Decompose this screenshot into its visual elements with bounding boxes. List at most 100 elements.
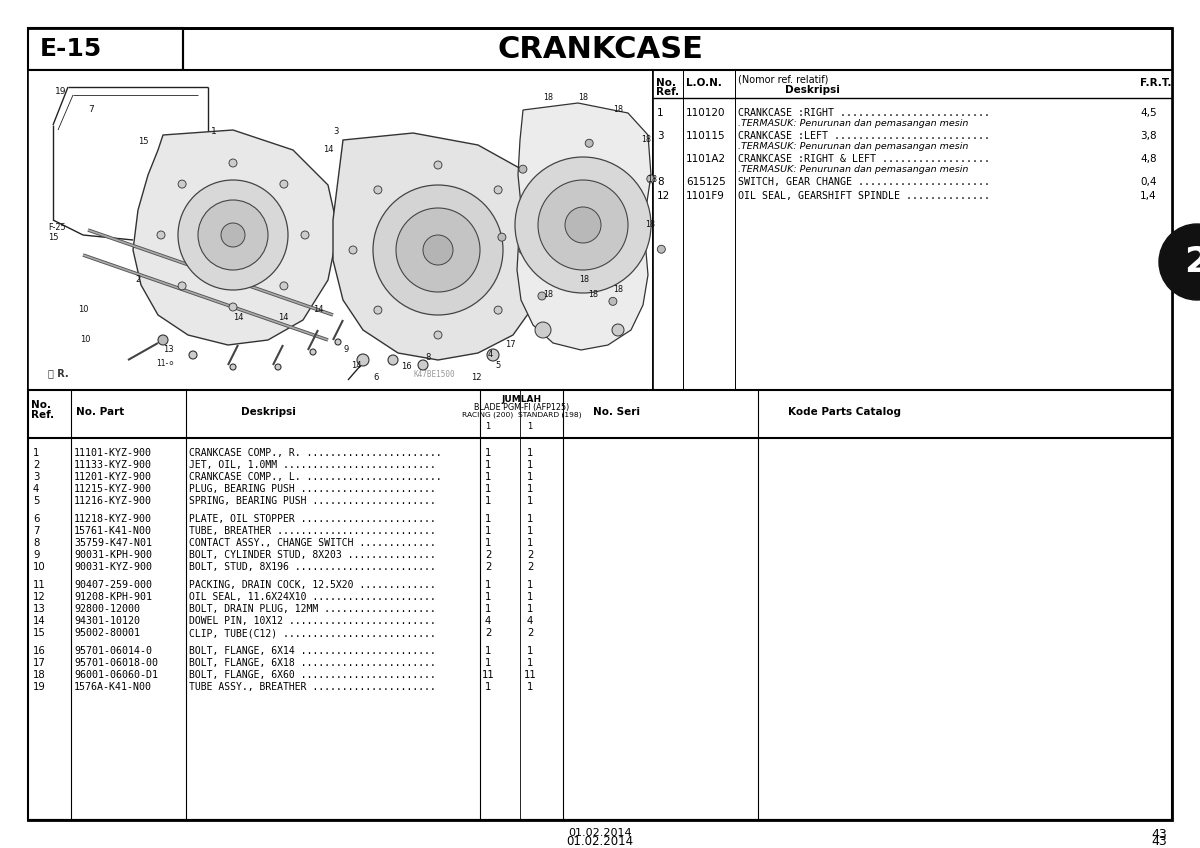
Text: Ref.: Ref. [656, 87, 679, 97]
Circle shape [1159, 224, 1200, 300]
Circle shape [230, 364, 236, 370]
Circle shape [518, 165, 527, 173]
Text: 12: 12 [34, 592, 46, 602]
Text: 5: 5 [496, 361, 500, 370]
Text: 43: 43 [1151, 828, 1166, 841]
Text: 1: 1 [34, 448, 40, 458]
Circle shape [335, 339, 341, 345]
Circle shape [535, 322, 551, 338]
Text: TUBE ASSY., BREATHER .....................: TUBE ASSY., BREATHER ...................… [190, 682, 436, 692]
Text: BOLT, DRAIN PLUG, 12MM ...................: BOLT, DRAIN PLUG, 12MM .................… [190, 604, 436, 614]
Text: 110120: 110120 [686, 108, 726, 118]
Text: 9: 9 [343, 345, 348, 354]
Text: 4: 4 [34, 484, 40, 494]
Text: No.: No. [31, 400, 50, 410]
Text: 1: 1 [485, 526, 491, 536]
Text: 2: 2 [527, 562, 533, 572]
Text: 90031-KPH-900: 90031-KPH-900 [74, 550, 152, 560]
Circle shape [498, 233, 506, 241]
Polygon shape [334, 133, 548, 360]
Text: ⬛ R.: ⬛ R. [48, 368, 68, 378]
Text: 1: 1 [527, 646, 533, 656]
Text: 17: 17 [34, 658, 46, 668]
Text: JUMLAH: JUMLAH [502, 395, 541, 404]
Text: 18: 18 [578, 93, 588, 102]
Bar [28, 28, 182, 70]
Text: 1: 1 [527, 682, 533, 692]
Text: 1: 1 [527, 580, 533, 590]
Text: SWITCH, GEAR CHANGE ......................: SWITCH, GEAR CHANGE ....................… [738, 177, 990, 187]
Text: 8: 8 [34, 538, 40, 548]
Text: SPRING, BEARING PUSH .....................: SPRING, BEARING PUSH ...................… [190, 496, 436, 506]
Text: 5: 5 [34, 496, 40, 506]
Text: 8: 8 [425, 353, 431, 362]
Text: 10: 10 [34, 562, 46, 572]
Circle shape [157, 231, 166, 239]
Text: 1: 1 [527, 658, 533, 668]
Text: 1: 1 [485, 592, 491, 602]
Text: No. Part: No. Part [76, 407, 125, 417]
Text: K47BE1500: K47BE1500 [413, 370, 455, 379]
Text: .TERMASUK: Penurunan dan pemasangan mesin: .TERMASUK: Penurunan dan pemasangan mesi… [738, 165, 968, 174]
Text: 3: 3 [334, 127, 338, 136]
Text: BOLT, FLANGE, 6X14 .......................: BOLT, FLANGE, 6X14 .....................… [190, 646, 436, 656]
Text: 11: 11 [523, 670, 536, 680]
Text: BOLT, FLANGE, 6X18 .......................: BOLT, FLANGE, 6X18 .....................… [190, 658, 436, 668]
Text: 4: 4 [488, 350, 493, 359]
Text: 1: 1 [527, 460, 533, 470]
Text: Kode Parts Catalog: Kode Parts Catalog [788, 407, 901, 417]
Text: 19: 19 [34, 682, 46, 692]
Text: 11201-KYZ-900: 11201-KYZ-900 [74, 472, 152, 482]
Text: 14: 14 [233, 313, 244, 322]
Text: 15: 15 [48, 233, 59, 242]
Text: No.: No. [656, 78, 676, 88]
Text: 1: 1 [527, 448, 533, 458]
Text: 11133-KYZ-900: 11133-KYZ-900 [74, 460, 152, 470]
Text: 01.02.2014: 01.02.2014 [566, 835, 634, 848]
Text: 1101A2: 1101A2 [686, 154, 726, 164]
Text: 1: 1 [527, 422, 533, 431]
Text: BLADE PGM-FI (AFP125): BLADE PGM-FI (AFP125) [474, 403, 569, 412]
Circle shape [520, 246, 527, 254]
Circle shape [658, 245, 665, 254]
Text: 35759-K47-N01: 35759-K47-N01 [74, 538, 152, 548]
Text: RACING (200)  STANDARD (198): RACING (200) STANDARD (198) [462, 411, 581, 417]
Circle shape [494, 306, 502, 314]
Text: 90031-KYZ-900: 90031-KYZ-900 [74, 562, 152, 572]
Text: CRANKCASE :RIGHT .........................: CRANKCASE :RIGHT .......................… [738, 108, 990, 118]
Text: CRANKCASE COMP., R. .......................: CRANKCASE COMP., R. ....................… [190, 448, 442, 458]
Circle shape [434, 161, 442, 169]
Text: (Nomor ref. relatif): (Nomor ref. relatif) [738, 74, 828, 84]
Text: CRANKCASE :RIGHT & LEFT ..................: CRANKCASE :RIGHT & LEFT ................… [738, 154, 990, 164]
Text: 615125: 615125 [686, 177, 726, 187]
Text: Deskripsi: Deskripsi [241, 407, 296, 417]
Text: 12: 12 [470, 373, 481, 382]
Circle shape [301, 231, 310, 239]
Text: 1: 1 [527, 484, 533, 494]
Text: 17: 17 [505, 340, 516, 349]
Text: 1: 1 [485, 538, 491, 548]
Text: 19: 19 [55, 87, 66, 96]
Text: 1: 1 [658, 108, 664, 118]
Bar [653, 70, 1172, 390]
Circle shape [198, 200, 268, 270]
Text: 1: 1 [527, 604, 533, 614]
Text: 6: 6 [373, 373, 378, 382]
Text: 1: 1 [485, 658, 491, 668]
Text: 0,4: 0,4 [1140, 177, 1157, 187]
Text: 1,4: 1,4 [1140, 191, 1157, 201]
Text: CRANKCASE COMP., L. .......................: CRANKCASE COMP., L. ....................… [190, 472, 442, 482]
Text: 1: 1 [485, 682, 491, 692]
Circle shape [586, 139, 593, 148]
Text: 1: 1 [485, 460, 491, 470]
Text: 18: 18 [613, 285, 623, 294]
Text: 1: 1 [485, 604, 491, 614]
Circle shape [158, 335, 168, 345]
Text: 95701-06018-00: 95701-06018-00 [74, 658, 158, 668]
Text: 6: 6 [34, 514, 40, 524]
Text: 3: 3 [658, 131, 664, 141]
Circle shape [310, 349, 316, 355]
Text: 43: 43 [1151, 835, 1166, 848]
Text: 1: 1 [527, 526, 533, 536]
Circle shape [612, 324, 624, 336]
